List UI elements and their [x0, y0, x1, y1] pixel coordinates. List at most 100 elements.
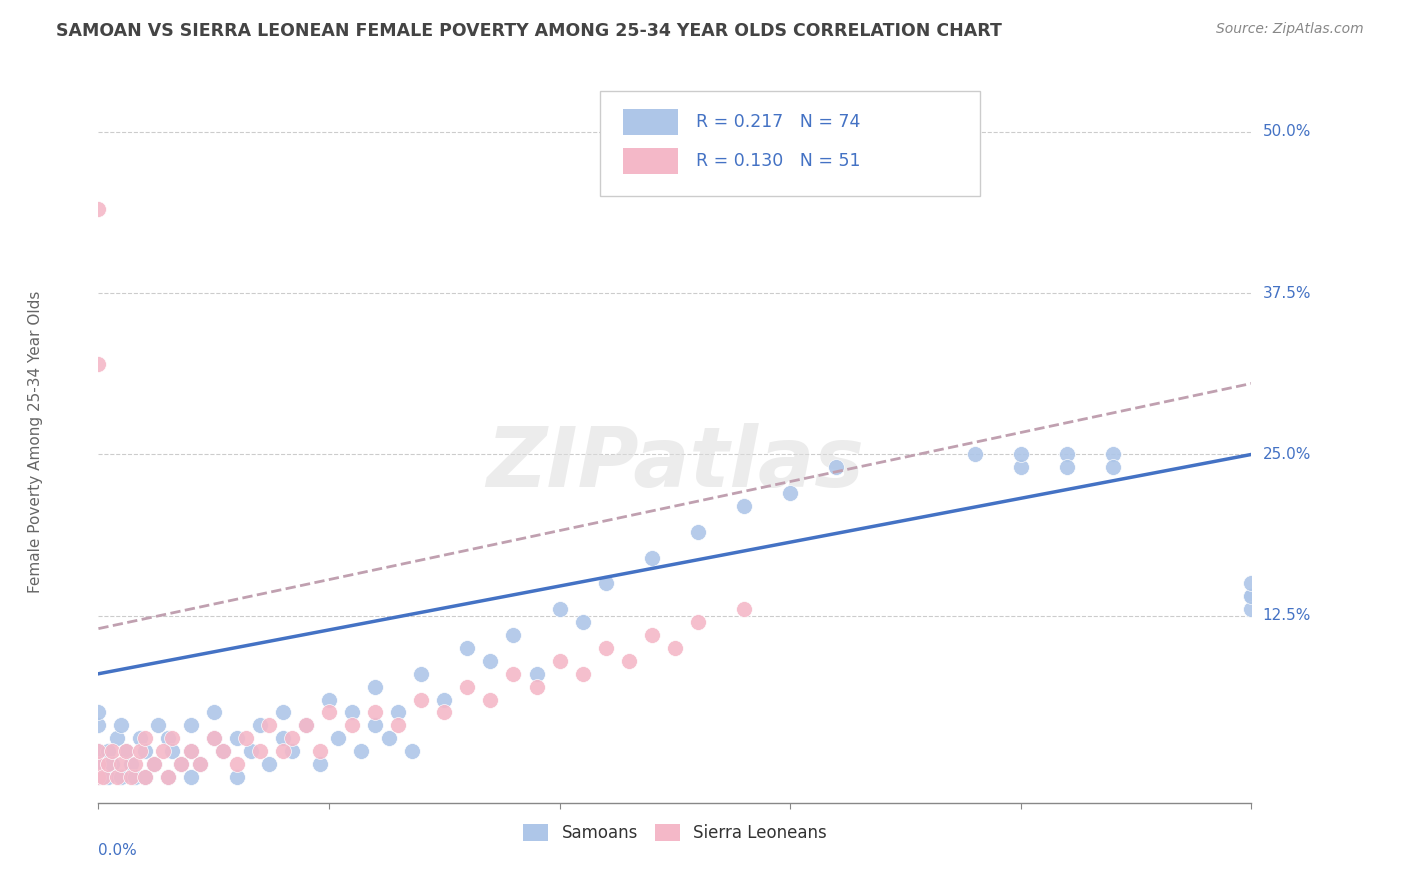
FancyBboxPatch shape [600, 91, 980, 196]
Point [271, 706, 294, 720]
Text: SAMOAN VS SIERRA LEONEAN FEMALE POVERTY AMONG 25-34 YEAR OLDS CORRELATION CHART: SAMOAN VS SIERRA LEONEAN FEMALE POVERTY … [56, 22, 1002, 40]
Point [1010, 460, 1032, 475]
Point [225, 757, 247, 772]
Point [202, 731, 225, 746]
Point [87, 202, 110, 217]
Point [156, 770, 179, 784]
Point [235, 731, 257, 746]
Point [225, 731, 247, 746]
Point [87, 757, 110, 772]
Point [526, 666, 548, 681]
Point [456, 680, 478, 694]
Text: R = 0.130   N = 51: R = 0.130 N = 51 [696, 153, 860, 170]
Point [387, 706, 409, 720]
Point [170, 757, 193, 772]
Text: Source: ZipAtlas.com: Source: ZipAtlas.com [1216, 22, 1364, 37]
Point [87, 770, 110, 784]
Point [1056, 447, 1078, 461]
Point [115, 744, 138, 758]
Point [87, 757, 110, 772]
Point [502, 666, 524, 681]
Point [101, 744, 124, 758]
Text: ZIPatlas: ZIPatlas [486, 423, 863, 504]
Point [271, 731, 294, 746]
Point [142, 757, 165, 772]
Point [160, 744, 183, 758]
Point [378, 731, 401, 746]
Point [87, 718, 110, 732]
Point [129, 731, 152, 746]
Point [779, 486, 801, 500]
Point [308, 757, 330, 772]
Point [110, 718, 132, 732]
Point [733, 602, 755, 616]
Point [115, 744, 138, 758]
Point [308, 744, 330, 758]
Point [202, 706, 225, 720]
Point [180, 744, 202, 758]
Point [295, 718, 318, 732]
Point [142, 757, 165, 772]
Point [134, 770, 156, 784]
Point [134, 770, 156, 784]
Point [160, 731, 183, 746]
Point [595, 640, 617, 655]
Point [87, 770, 110, 784]
Point [134, 731, 156, 746]
Point [87, 744, 110, 758]
Point [1102, 460, 1125, 475]
Bar [623, 148, 678, 174]
Point [110, 757, 132, 772]
Point [340, 706, 363, 720]
Point [1056, 460, 1078, 475]
Point [97, 770, 120, 784]
Point [97, 757, 120, 772]
Point [271, 744, 294, 758]
Text: Female Poverty Among 25-34 Year Olds: Female Poverty Among 25-34 Year Olds [28, 291, 42, 592]
Point [105, 731, 128, 746]
Point [433, 706, 456, 720]
Point [664, 640, 686, 655]
Point [110, 770, 132, 784]
Point [295, 718, 318, 732]
Point [364, 680, 387, 694]
Point [239, 744, 262, 758]
Point [364, 718, 387, 732]
Point [1102, 447, 1125, 461]
Point [548, 654, 571, 668]
Point [105, 770, 128, 784]
Point [328, 731, 350, 746]
Point [595, 576, 617, 591]
Point [91, 770, 114, 784]
Point [318, 706, 340, 720]
Point [641, 628, 664, 642]
Point [1240, 576, 1263, 591]
Point [281, 744, 304, 758]
Point [1240, 590, 1263, 604]
Point [249, 718, 271, 732]
Point [825, 460, 848, 475]
Point [479, 692, 502, 706]
Text: 50.0%: 50.0% [1263, 124, 1310, 139]
Point [257, 718, 280, 732]
Point [170, 757, 193, 772]
Point [571, 666, 593, 681]
Point [180, 718, 202, 732]
Point [1010, 447, 1032, 461]
Point [281, 731, 304, 746]
Point [124, 770, 146, 784]
Point [212, 744, 235, 758]
Point [963, 447, 986, 461]
Text: R = 0.217   N = 74: R = 0.217 N = 74 [696, 113, 860, 131]
Point [129, 744, 152, 758]
Point [148, 718, 170, 732]
Point [156, 770, 179, 784]
Point [364, 706, 387, 720]
Point [433, 692, 456, 706]
Text: 12.5%: 12.5% [1263, 608, 1310, 624]
Point [411, 666, 433, 681]
Text: 25.0%: 25.0% [1263, 447, 1310, 462]
Point [318, 692, 340, 706]
Point [180, 744, 202, 758]
Point [456, 640, 478, 655]
